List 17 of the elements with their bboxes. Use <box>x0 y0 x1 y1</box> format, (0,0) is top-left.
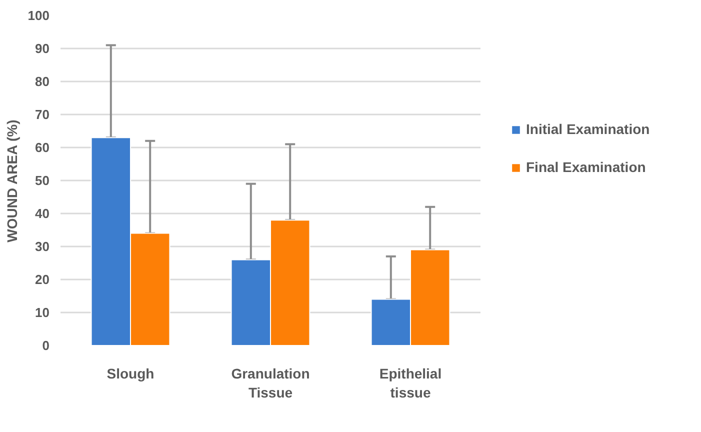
x-tick-label: Epithelial tissue <box>379 366 442 401</box>
y-tick-label: 50 <box>35 173 50 188</box>
y-tick-label: 20 <box>35 272 50 287</box>
x-tick-label: Slough <box>106 366 154 382</box>
legend-label: Final Examination <box>526 159 646 175</box>
y-tick-label: 40 <box>35 206 50 221</box>
y-tick-label: 30 <box>35 239 50 254</box>
y-axis-title: WOUND AREA (%) <box>4 120 20 242</box>
y-tick-label: 60 <box>35 140 50 155</box>
y-tick-label: 90 <box>35 41 50 56</box>
x-tick-label: Granulation Tissue <box>231 366 310 401</box>
y-tick-label: 100 <box>28 8 50 23</box>
y-tick-label: 0 <box>42 338 50 353</box>
y-tick-label: 10 <box>35 305 50 320</box>
y-tick-label: 80 <box>35 74 50 89</box>
y-tick-label: 70 <box>35 107 50 122</box>
legend-label: Initial Examination <box>526 121 650 137</box>
